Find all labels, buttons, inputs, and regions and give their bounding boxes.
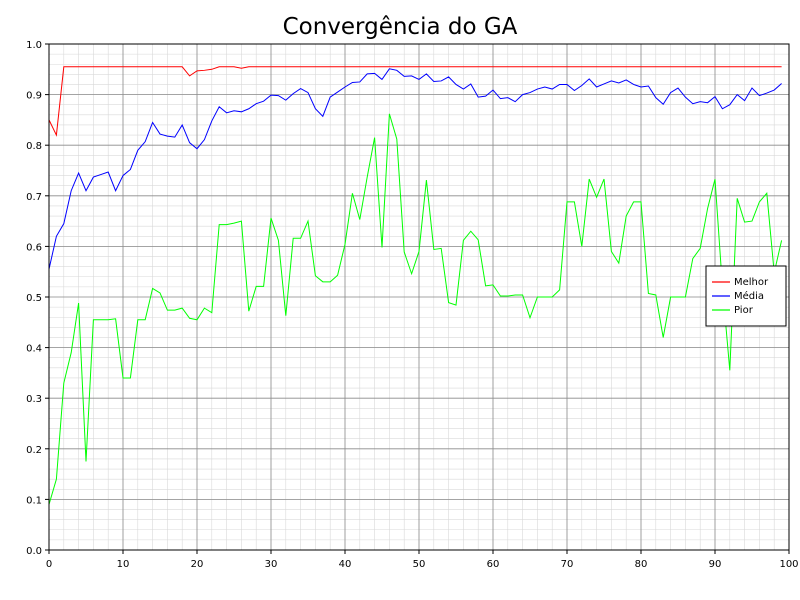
y-tick-label: 0.0 <box>26 546 42 557</box>
legend-label-pior: Pior <box>734 305 754 316</box>
y-tick-label: 0.1 <box>26 495 42 506</box>
y-tick-label: 0.5 <box>26 293 42 304</box>
x-tick-label: 30 <box>265 559 278 570</box>
x-tick-label: 10 <box>117 559 130 570</box>
series-line-pior <box>48 113 783 505</box>
y-tick-label: 0.3 <box>26 394 42 405</box>
series-layer <box>48 66 783 505</box>
y-tick-label: 0.4 <box>26 344 42 355</box>
y-tick-label: 0.2 <box>26 445 42 456</box>
y-tick-label: 0.6 <box>26 242 42 253</box>
x-tick-label: 60 <box>487 559 500 570</box>
y-tick-label: 0.9 <box>26 91 42 102</box>
x-tick-label: 40 <box>339 559 352 570</box>
y-tick-label: 0.7 <box>26 192 42 203</box>
y-tick-label: 1.0 <box>26 40 42 51</box>
x-tick-label: 80 <box>635 559 648 570</box>
x-tick-label: 90 <box>709 559 722 570</box>
chart-title: Convergência do GA <box>283 14 518 40</box>
y-tick-label: 0.8 <box>26 141 42 152</box>
x-tick-label: 100 <box>779 559 798 570</box>
legend-label-melhor: Melhor <box>734 277 769 288</box>
tick-labels: 0 10 20 30 40 50 60 70 80 90 100 0.0 0.1 0.2 0.3 0.4 0.5… <box>26 40 798 570</box>
series-line-melhor <box>48 66 782 137</box>
legend-label-media: Média <box>734 290 764 302</box>
legend: Melhor Média Pior <box>705 265 787 327</box>
series-line-media <box>48 68 782 270</box>
x-tick-label: 20 <box>191 559 204 570</box>
x-tick-label: 0 <box>46 559 52 570</box>
x-tick-label: 70 <box>561 559 574 570</box>
x-tick-label: 50 <box>413 559 426 570</box>
